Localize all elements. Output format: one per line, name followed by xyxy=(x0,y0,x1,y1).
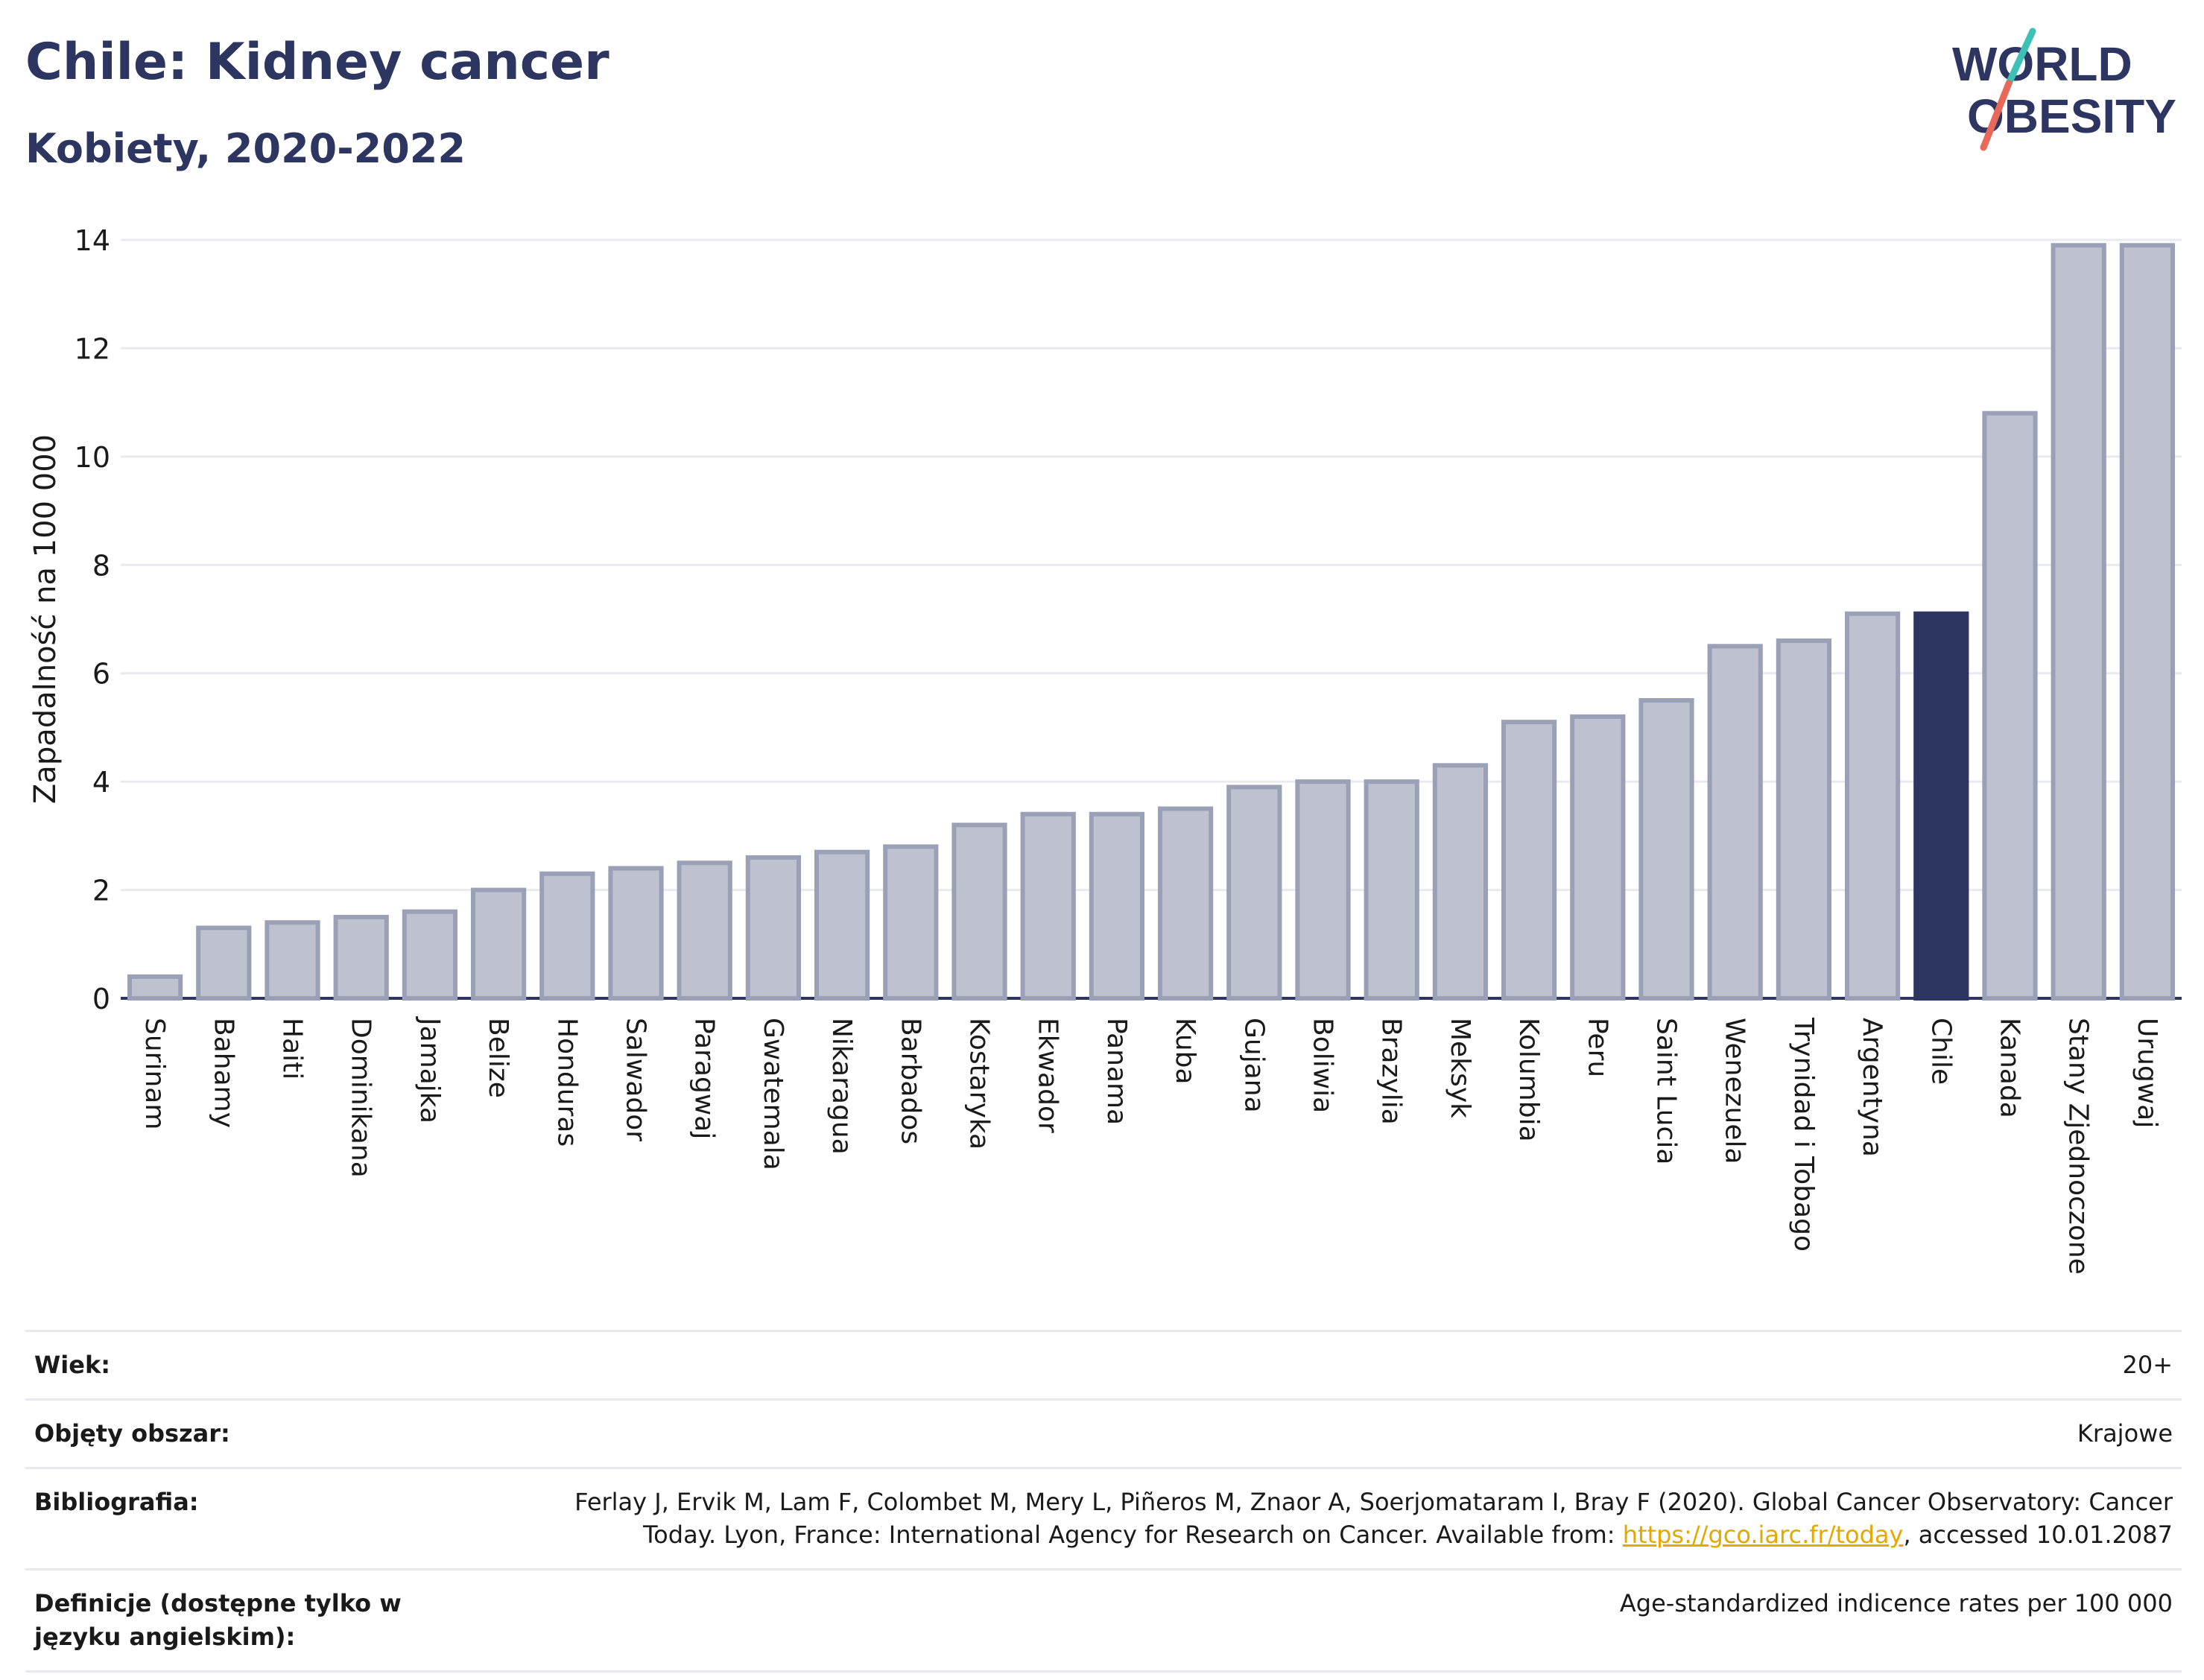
y-tick-label: 14 xyxy=(75,224,110,257)
bar xyxy=(2051,243,2106,1001)
y-tick-label: 0 xyxy=(92,983,110,1015)
info-row-age: Wiek: 20+ xyxy=(25,1330,2182,1398)
bar xyxy=(677,860,732,1001)
x-tick-label: Kanada xyxy=(1995,1018,2025,1118)
coverage-value: Krajowe xyxy=(2077,1419,2173,1448)
bar xyxy=(1570,714,1626,1001)
x-tick-label: Urugwaj xyxy=(2132,1018,2162,1128)
bar xyxy=(265,920,320,1001)
gridlines xyxy=(121,238,2182,1000)
logo-slash-teal xyxy=(2005,28,2036,87)
age-value: 20+ xyxy=(2122,1351,2173,1379)
logo-line1: WORLD xyxy=(1952,37,2132,91)
bar xyxy=(1432,763,1489,1001)
bar xyxy=(1707,644,1763,1001)
bibliography-label: Bibliografia: xyxy=(34,1487,199,1516)
y-tick-label: 6 xyxy=(92,658,110,691)
bar xyxy=(127,974,183,1001)
bar xyxy=(1364,779,1419,1001)
y-tick-label: 8 xyxy=(92,549,110,582)
bar xyxy=(1638,698,1694,1001)
x-tick-label: Barbados xyxy=(895,1018,925,1144)
bar xyxy=(745,855,802,1001)
bar xyxy=(1913,611,1969,1001)
y-tick-label: 10 xyxy=(75,441,110,474)
y-tick-label: 12 xyxy=(75,332,110,365)
age-label: Wiek: xyxy=(34,1351,111,1379)
bibliography-text: Ferlay J, Ervik M, Lam F, Colombet M, Me… xyxy=(574,1487,2173,1550)
bar xyxy=(2119,243,2176,1001)
x-tick-label: Bahamy xyxy=(208,1018,238,1128)
bar xyxy=(1295,779,1351,1001)
info-row-coverage: Objęty obszar: Krajowe xyxy=(25,1398,2182,1467)
x-tick-label: Gwatemala xyxy=(758,1018,788,1170)
x-tick-label: Ekwador xyxy=(1033,1018,1063,1133)
bar xyxy=(1501,720,1557,1001)
bar xyxy=(539,871,595,1001)
bar xyxy=(951,822,1007,1001)
bibliography-value: Ferlay J, Ervik M, Lam F, Colombet M, Me… xyxy=(533,1486,2173,1553)
x-tick-label: Meksyk xyxy=(1445,1018,1475,1118)
tick-labels: 0 2 4 6 8 10 12 14 Surinam Bahamy Haiti Dominikana J… xyxy=(75,224,2162,1275)
x-tick-label: Nikaragua xyxy=(826,1018,857,1155)
x-tick-label: Brazylia xyxy=(1376,1018,1407,1125)
bar xyxy=(402,909,458,1001)
bar xyxy=(333,914,389,1001)
bar xyxy=(1226,784,1282,1001)
definitions-label: Definicje (dostępne tylko w języku angie… xyxy=(34,1589,402,1651)
bar xyxy=(1020,811,1076,1001)
logo-slash-red xyxy=(1980,80,2013,151)
x-tick-label: Gujana xyxy=(1238,1018,1269,1113)
definitions-value: Age-standardized indicence rates per 100… xyxy=(1619,1589,2173,1618)
y-axis-label: Zapadalność na 100 000 xyxy=(28,434,63,804)
bar xyxy=(1089,811,1145,1001)
bar xyxy=(814,849,870,1001)
x-tick-label: Dominikana xyxy=(346,1018,376,1178)
x-tick-label: Kolumbia xyxy=(1513,1018,1544,1142)
x-tick-label: Trynidad i Tobago xyxy=(1788,1017,1819,1252)
bar xyxy=(1776,638,1832,1001)
y-tick-label: 4 xyxy=(92,766,110,799)
x-tick-label: Stany Zjednoczone xyxy=(2063,1018,2094,1275)
bibliography-link[interactable]: https://gco.iarc.fr/today xyxy=(1622,1521,1904,1550)
x-tick-label: Saint Lucia xyxy=(1651,1018,1682,1164)
x-tick-label: Paragwaj xyxy=(689,1018,720,1139)
info-row-definitions: Definicje (dostępne tylko w języku angie… xyxy=(25,1568,2182,1673)
bar xyxy=(1982,411,2038,1001)
x-tick-label: Wenezuela xyxy=(1720,1018,1750,1164)
info-row-bibliography: Bibliografia: Ferlay J, Ervik M, Lam F, … xyxy=(25,1466,2182,1569)
y-tick-label: 2 xyxy=(92,875,110,907)
bar xyxy=(470,887,527,1001)
bar xyxy=(608,866,664,1001)
x-tick-label: Kuba xyxy=(1170,1018,1200,1085)
world-obesity-logo: WORLD OBESITY xyxy=(1952,28,2176,151)
x-tick-label: Kostaryka xyxy=(964,1018,995,1150)
chart-title: Chile: Kidney cancer xyxy=(25,33,609,92)
bar-chart: 0 2 4 6 8 10 12 14 Surinam Bahamy Haiti Dominikana J… xyxy=(28,224,2182,1275)
x-tick-label: Haiti xyxy=(277,1018,308,1080)
x-tick-label: Salwador xyxy=(621,1018,651,1141)
chart-subtitle: Kobiety, 2020-2022 xyxy=(25,125,466,172)
x-tick-label: Panama xyxy=(1101,1018,1132,1125)
x-tick-label: Belize xyxy=(483,1018,513,1098)
bar xyxy=(196,925,252,1001)
x-tick-label: Chile xyxy=(1925,1018,1956,1085)
bar xyxy=(1157,806,1214,1001)
coverage-label: Objęty obszar: xyxy=(34,1419,230,1448)
x-tick-label: Jamajka xyxy=(414,1016,445,1123)
x-tick-label: Surinam xyxy=(139,1018,170,1129)
x-tick-label: Boliwia xyxy=(1308,1018,1338,1113)
x-tick-label: Honduras xyxy=(551,1018,582,1147)
x-tick-label: Peru xyxy=(1582,1018,1612,1077)
bar xyxy=(883,844,939,1001)
bars xyxy=(127,243,2176,1001)
bibliography-accessed: , accessed 10.01.2087 xyxy=(1903,1521,2173,1550)
bar xyxy=(1844,611,1901,1001)
x-tick-label: Argentyna xyxy=(1857,1018,1887,1157)
info-table: Wiek: 20+ Objęty obszar: Krajowe Bibliog… xyxy=(25,1330,2182,1673)
